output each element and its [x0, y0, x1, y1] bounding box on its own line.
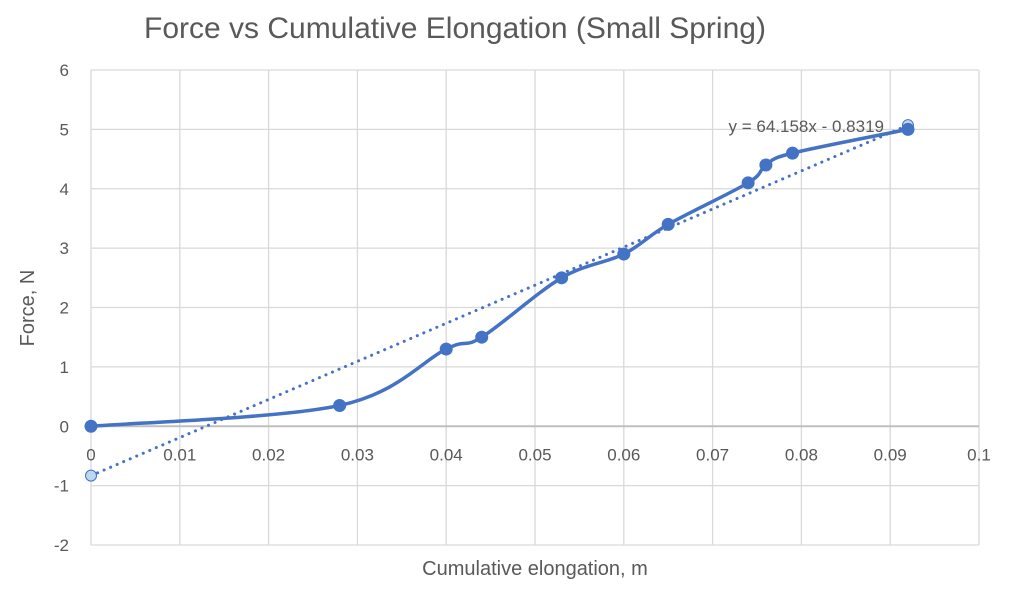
y-tick-label: 4: [60, 180, 69, 199]
x-tick-label: 0.09: [874, 445, 907, 464]
y-tick-labels: -2 -1 0 1 2 3 4 5 6: [54, 61, 69, 555]
data-point: [439, 342, 453, 356]
x-tick-label: 0.05: [518, 445, 551, 464]
data-point: [741, 176, 755, 190]
x-axis-label: Cumulative elongation, m: [422, 558, 648, 580]
data-point: [786, 146, 800, 160]
x-tick-labels: 0 0.01 0.02 0.03 0.04 0.05 0.06 0.07 0.08 0.09 0.1: [86, 445, 991, 464]
chart-title: Force vs Cumulative Elongation (Small Sp…: [144, 12, 766, 45]
x-tick-label: 0.06: [607, 445, 640, 464]
y-tick-label: 1: [60, 358, 69, 377]
trendline-path: [89, 123, 910, 478]
data-point: [617, 247, 631, 261]
x-tick-label: 0.03: [341, 445, 374, 464]
data-point: [84, 419, 98, 433]
data-point: [333, 398, 347, 412]
y-tick-label: 6: [60, 61, 69, 80]
x-tick-label: 0.04: [430, 445, 463, 464]
series-line: [90, 127, 909, 428]
data-point: [475, 330, 489, 344]
x-tick-label: 0.1: [967, 445, 991, 464]
y-tick-label: -1: [54, 477, 69, 496]
y-tick-label: 2: [60, 299, 69, 318]
x-tick-label: 0.08: [785, 445, 818, 464]
x-tick-label: 0: [86, 445, 95, 464]
data-point: [661, 217, 675, 231]
gridlines: [90, 69, 980, 546]
y-tick-label: 3: [60, 239, 69, 258]
data-point: [901, 122, 915, 136]
trendline-endpoint: [85, 469, 97, 482]
x-tick-label: 0.01: [163, 445, 196, 464]
x-tick-label: 0.07: [696, 445, 729, 464]
y-axis-label: Force, N: [17, 270, 39, 347]
data-point: [555, 271, 569, 285]
x-tick-label: 0.02: [252, 445, 285, 464]
y-tick-label: -2: [54, 536, 69, 555]
data-series: [84, 122, 915, 433]
data-point: [759, 158, 773, 172]
trendline-equation: y = 64.158x - 0.8319: [729, 117, 884, 136]
y-tick-label: 5: [60, 120, 69, 139]
y-tick-label: 0: [60, 417, 69, 436]
